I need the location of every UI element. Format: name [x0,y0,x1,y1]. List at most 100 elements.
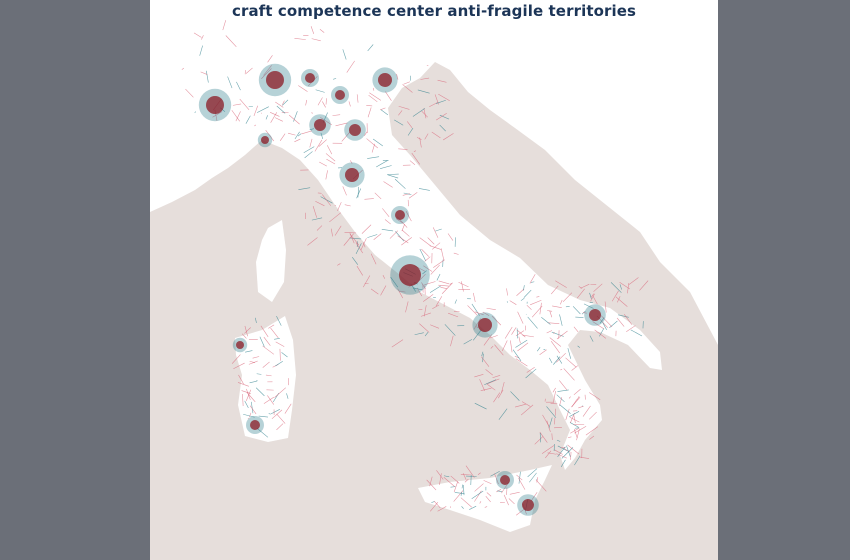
road-segment [578,405,584,409]
road-segment [293,111,298,122]
road-segment [496,488,502,493]
road-segment [403,81,410,85]
road-segment [276,105,286,114]
road-segment [438,284,449,287]
road-segment [546,420,551,432]
road-segment [436,273,441,281]
road-segment [332,114,341,116]
road-segment [253,105,259,117]
road-segment [628,277,639,285]
road-segment [571,365,579,371]
road-segment [583,303,594,309]
road-segment [284,403,292,414]
road-segment [335,122,348,127]
road-segment [529,274,536,284]
road-segment [312,206,318,218]
road-segment [460,497,472,508]
road-segment [576,396,580,401]
road-segment [397,288,404,299]
road-segment [453,252,459,255]
road-segment [515,508,525,516]
road-segment [573,415,576,424]
road-segment [423,305,427,317]
road-segment [238,374,244,385]
road-segment [514,403,526,408]
road-segment [423,108,427,119]
sardinia [235,316,296,442]
road-segment [436,470,444,480]
road-segment [422,270,427,275]
road-segment [385,91,392,101]
road-segment [304,151,313,159]
road-segment [552,391,556,404]
road-segment [423,294,434,302]
road-segment [232,103,242,106]
road-segment [497,490,503,493]
road-segment [417,89,430,94]
road-segment [574,455,581,466]
road-segment [482,353,484,363]
road-segment [521,401,531,407]
road-segment [318,139,327,147]
road-segment [366,138,378,149]
hotspot [305,73,315,83]
road-segment [490,470,500,477]
road-segment [346,60,355,73]
road-segment [362,242,366,248]
road-segment [265,115,268,120]
road-segment [550,341,560,354]
road-segment [357,186,359,198]
road-segment [518,336,521,344]
road-segment [503,494,509,506]
road-segment [559,380,568,391]
road-segment [489,335,498,339]
road-segment [366,105,373,107]
road-segment [567,348,572,359]
road-segment [536,296,540,298]
road-segment [399,290,406,293]
road-segment [319,28,325,33]
road-segment [435,296,443,307]
road-segment [512,349,522,362]
road-segment [380,285,387,296]
road-segment [305,99,308,106]
hotspot [314,119,326,131]
road-segment [429,245,442,250]
road-segment [617,296,621,303]
road-segment [402,84,413,93]
road-segment [450,486,456,488]
hotspot [399,264,421,286]
road-segment [227,76,233,89]
road-segment [627,283,630,294]
road-segment [212,111,223,118]
road-segment [367,156,380,159]
road-segment [245,115,251,124]
road-segment [551,433,553,440]
road-segment [464,478,469,483]
hotspot [236,341,244,349]
road-segment [557,389,569,392]
road-segment [447,233,454,241]
road-segment [589,335,594,342]
road-segment [576,288,585,299]
road-segment [432,227,439,238]
road-segment [193,32,202,38]
road-segment [405,211,412,222]
road-segment [552,305,562,309]
road-segment [548,417,553,429]
road-segment [431,131,441,139]
road-segment [244,325,248,337]
road-segment [233,362,245,369]
road-segment [382,208,390,218]
road-segment [356,188,362,199]
road-segment [325,153,336,162]
road-segment [321,194,332,206]
road-segment [557,445,568,452]
road-segment [570,452,572,460]
road-segment [520,298,525,301]
road-segment [494,473,499,485]
road-segment [578,286,583,289]
road-segment [412,108,426,117]
road-segment [556,439,561,442]
road-segment [554,449,563,455]
